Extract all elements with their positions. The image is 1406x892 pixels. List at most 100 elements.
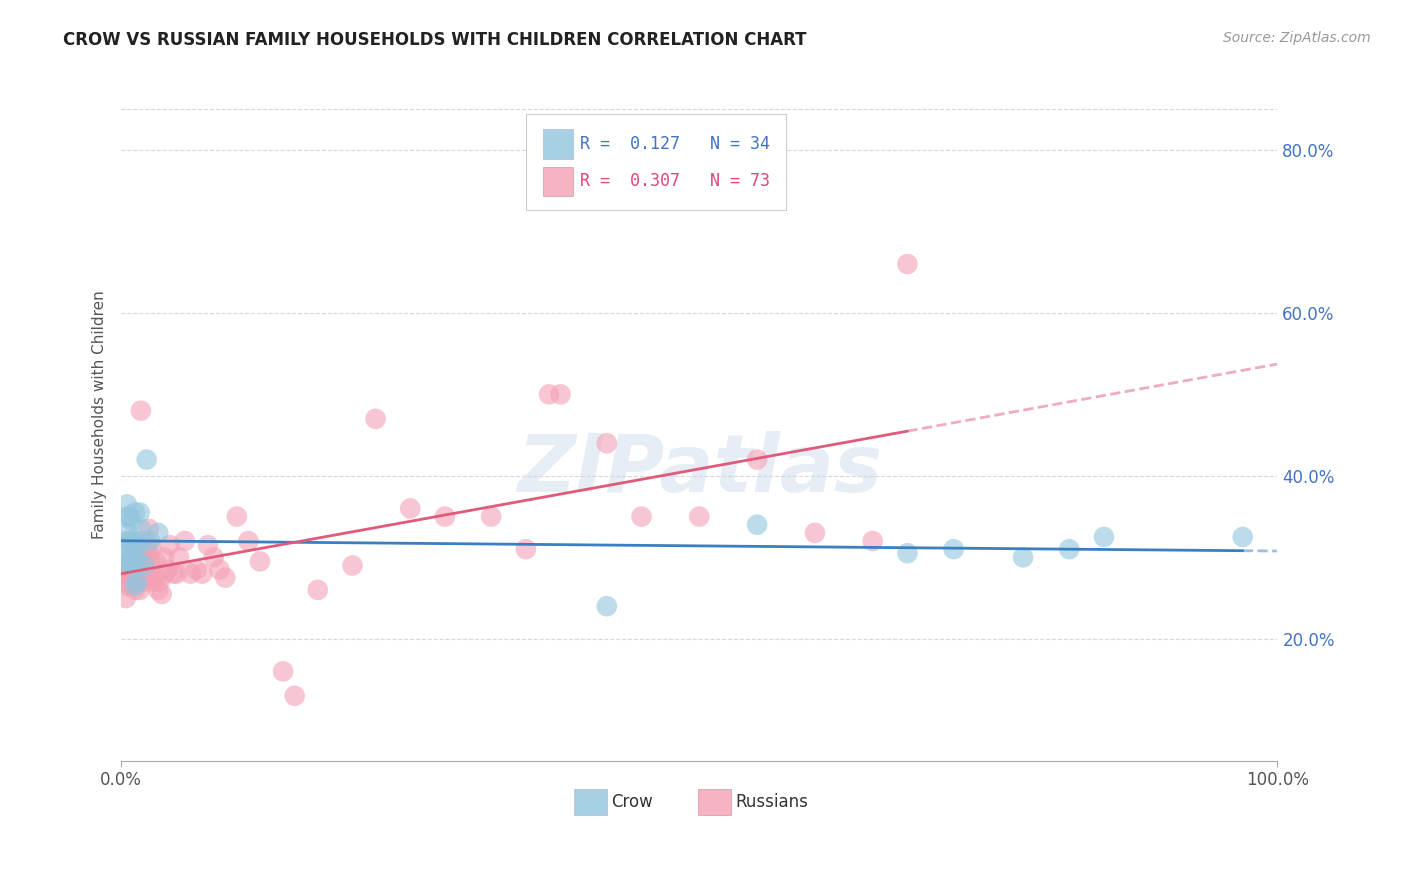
FancyBboxPatch shape (575, 789, 607, 815)
Point (156, 562, 179, 576)
Point (127, 574, 149, 589)
Text: Source: ZipAtlas.com: Source: ZipAtlas.com (1223, 31, 1371, 45)
Point (479, 509, 502, 524)
Point (342, 558, 364, 573)
Point (121, 534, 143, 549)
Text: Crow: Crow (612, 793, 654, 811)
Point (128, 506, 150, 520)
Point (1232, 530, 1254, 544)
Point (804, 525, 827, 540)
Point (1092, 530, 1115, 544)
Point (131, 550, 153, 565)
Point (122, 558, 145, 573)
Point (118, 571, 141, 585)
Point (128, 562, 150, 576)
Point (550, 387, 572, 401)
Point (141, 571, 163, 585)
Point (134, 574, 156, 589)
Point (249, 554, 271, 568)
Point (120, 542, 142, 557)
Point (117, 579, 139, 593)
Point (225, 509, 247, 524)
Point (284, 689, 307, 703)
Point (433, 509, 456, 524)
Point (202, 550, 225, 565)
FancyBboxPatch shape (543, 167, 574, 196)
Point (120, 554, 142, 568)
Point (142, 574, 165, 589)
Point (115, 558, 138, 573)
Point (148, 525, 170, 540)
Point (115, 497, 138, 511)
Point (124, 506, 146, 520)
Point (139, 534, 162, 549)
Point (139, 554, 162, 568)
Point (630, 509, 652, 524)
Text: Russians: Russians (735, 793, 808, 811)
Point (153, 566, 176, 581)
Point (191, 566, 214, 581)
Point (121, 566, 143, 581)
Point (134, 558, 156, 573)
Point (942, 542, 965, 557)
Point (896, 257, 918, 271)
Point (135, 452, 157, 467)
Text: R =  0.127   N = 34: R = 0.127 N = 34 (581, 135, 770, 153)
Y-axis label: Family Households with Children: Family Households with Children (93, 291, 107, 539)
Point (862, 534, 884, 549)
Point (141, 542, 163, 557)
Text: CROW VS RUSSIAN FAMILY HOUSEHOLDS WITH CHILDREN CORRELATION CHART: CROW VS RUSSIAN FAMILY HOUSEHOLDS WITH C… (63, 31, 807, 49)
Point (120, 562, 142, 576)
Point (115, 534, 138, 549)
Point (129, 403, 152, 417)
Point (596, 599, 619, 614)
Point (180, 566, 202, 581)
Point (125, 542, 148, 557)
Point (364, 412, 387, 426)
Point (128, 554, 150, 568)
Point (118, 509, 141, 524)
Point (121, 542, 143, 557)
Point (145, 554, 167, 568)
Point (131, 534, 153, 549)
Point (214, 571, 236, 585)
Point (1059, 542, 1081, 557)
Point (186, 562, 208, 576)
Point (150, 587, 173, 601)
Text: ZIPatlas: ZIPatlas (517, 431, 882, 509)
Point (125, 542, 148, 557)
Point (1012, 550, 1035, 565)
Point (307, 582, 329, 597)
Point (122, 534, 145, 549)
Point (745, 452, 768, 467)
Point (125, 571, 148, 585)
Point (138, 522, 160, 536)
Point (537, 387, 560, 401)
Point (129, 522, 152, 536)
Point (121, 514, 143, 528)
Point (122, 566, 145, 581)
Point (118, 534, 141, 549)
Point (166, 566, 188, 581)
Point (173, 534, 195, 549)
Point (121, 542, 143, 557)
Point (208, 562, 231, 576)
Point (114, 574, 136, 589)
Point (688, 509, 710, 524)
Point (238, 534, 260, 549)
Point (896, 546, 918, 560)
Point (596, 436, 619, 450)
Point (127, 562, 149, 576)
FancyBboxPatch shape (543, 129, 574, 159)
Point (132, 542, 155, 557)
Point (515, 542, 537, 557)
Point (117, 525, 139, 540)
FancyBboxPatch shape (699, 789, 731, 815)
Point (135, 542, 157, 557)
Point (115, 509, 138, 524)
Point (143, 571, 166, 585)
Point (121, 574, 143, 589)
Point (124, 582, 146, 597)
Point (197, 538, 219, 552)
Text: R =  0.307   N = 73: R = 0.307 N = 73 (581, 172, 770, 190)
